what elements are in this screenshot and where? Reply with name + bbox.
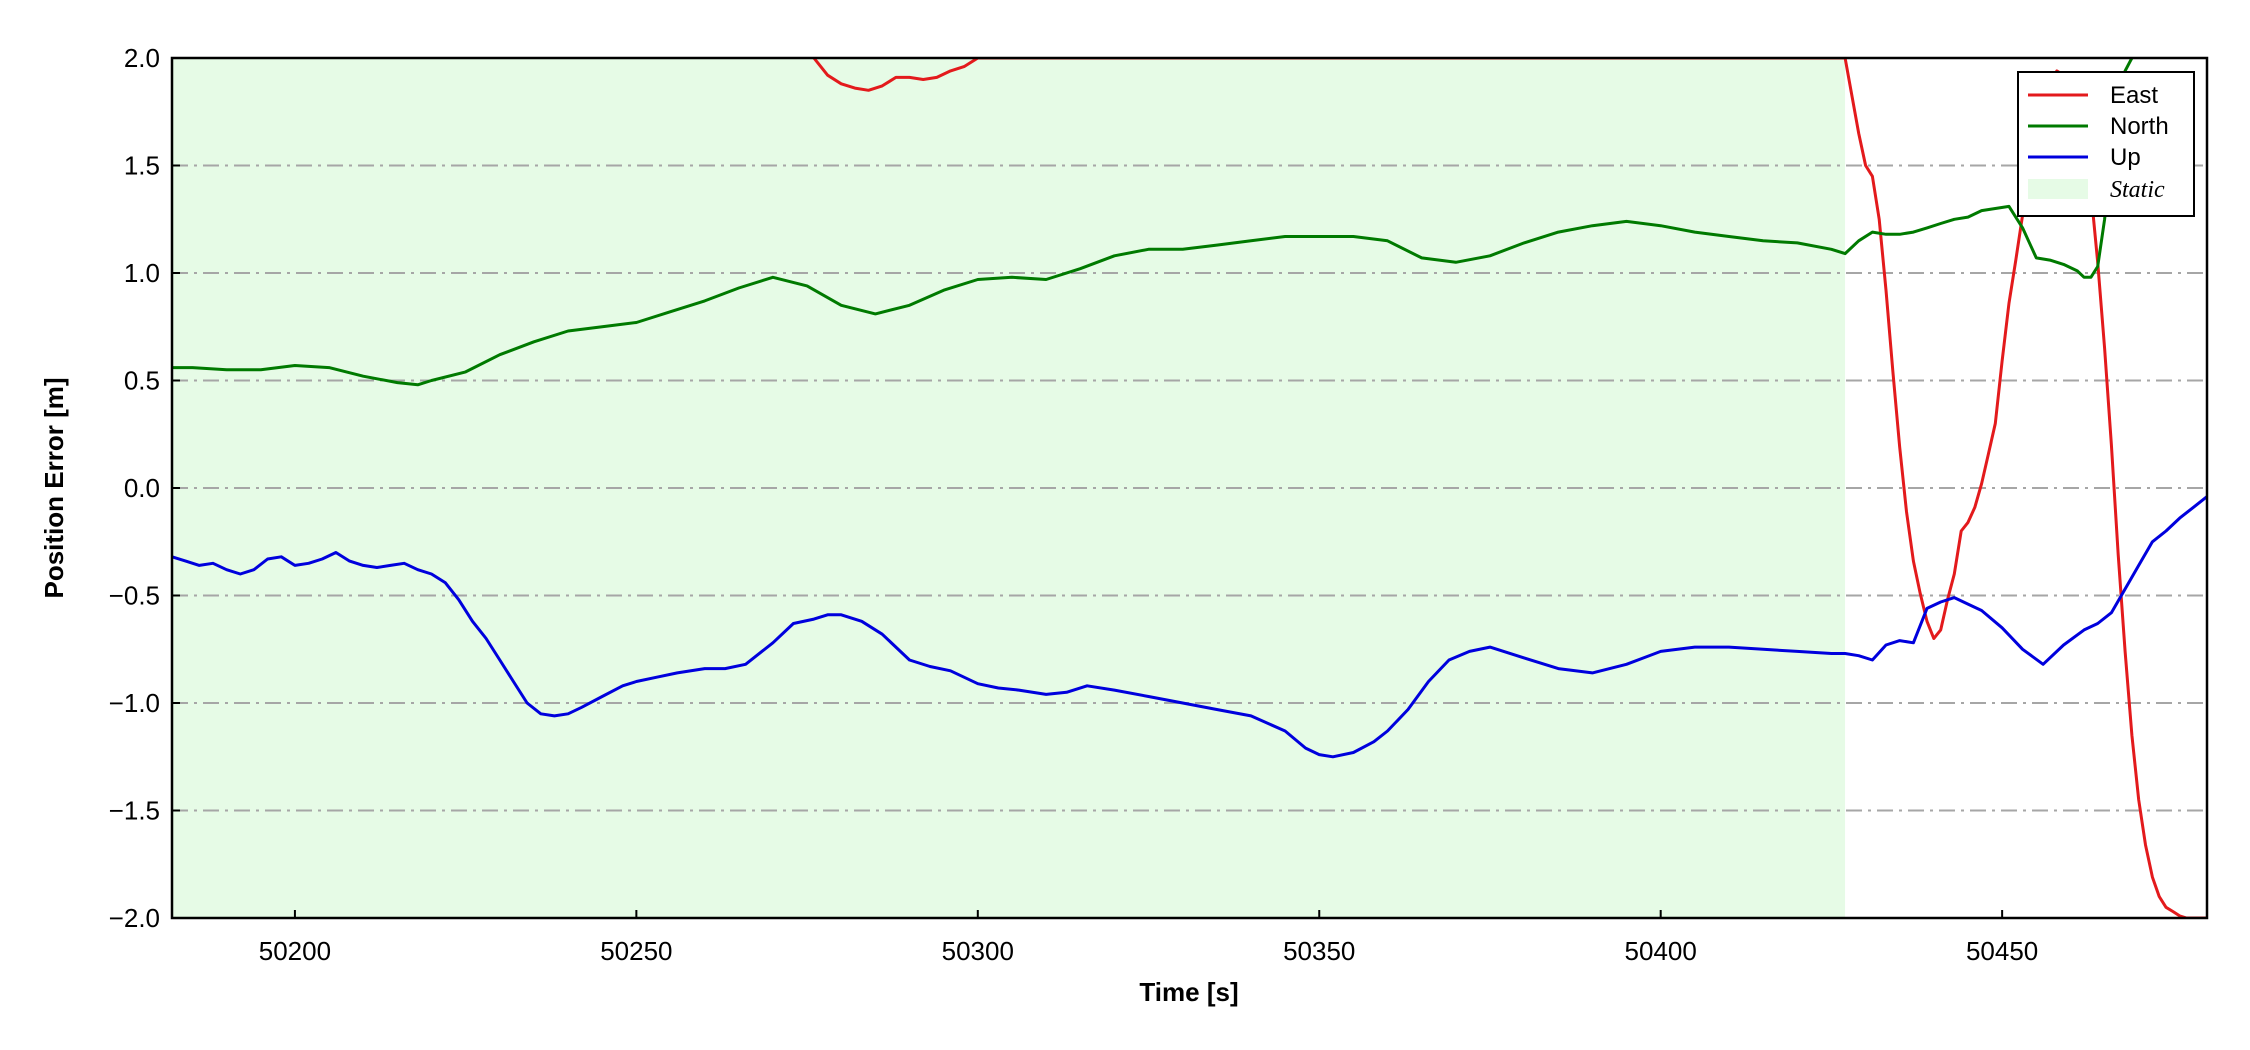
legend: East North Up Static xyxy=(2017,71,2195,217)
legend-static-swatch xyxy=(2028,179,2088,199)
x-axis-title: Time [s] xyxy=(1139,977,1238,1007)
y-tick-label: −2.0 xyxy=(109,903,160,933)
y-tick-label: −1.5 xyxy=(109,796,160,826)
y-tick-label: 1.5 xyxy=(124,151,160,181)
y-tick-label: −1.0 xyxy=(109,688,160,718)
static-region xyxy=(172,58,1846,918)
x-tick-label: 50400 xyxy=(1625,936,1697,966)
y-tick-label: 1.0 xyxy=(124,258,160,288)
series-line-north xyxy=(172,58,2134,387)
x-tick-label: 50450 xyxy=(1966,936,2038,966)
x-tick-label: 50200 xyxy=(259,936,331,966)
y-tick-label: 2.0 xyxy=(124,43,160,73)
y-tick-label: 0.0 xyxy=(124,473,160,503)
y-tick-label: −0.5 xyxy=(109,581,160,611)
legend-east-label: East xyxy=(2110,82,2158,109)
y-tick-label: 0.5 xyxy=(124,366,160,396)
series-line-east xyxy=(812,58,2207,918)
x-tick-label: 50350 xyxy=(1283,936,1355,966)
series-lines xyxy=(172,58,2207,918)
legend-north-label: North xyxy=(2110,113,2169,140)
series-line-up xyxy=(172,495,2207,759)
legend-up-label: Up xyxy=(2110,144,2141,171)
x-tick-label: 50300 xyxy=(942,936,1014,966)
y-axis-title: Position Error [m] xyxy=(39,377,69,598)
x-tick-label: 50250 xyxy=(600,936,672,966)
legend-static-label: Static xyxy=(2110,177,2165,203)
y-axis: −2.0 −1.5 −1.0 −0.5 0.0 0.5 1.0 1.5 2.0 xyxy=(109,43,180,933)
x-axis: 50200 50250 50300 50350 50400 50450 xyxy=(259,910,2038,966)
